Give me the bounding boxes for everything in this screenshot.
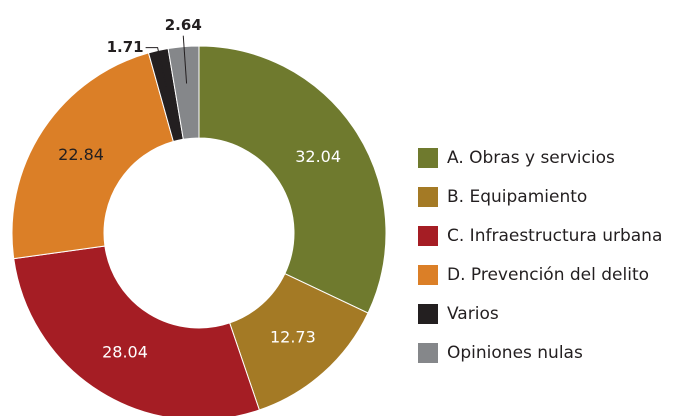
donut-slice <box>13 245 260 416</box>
legend-swatch <box>418 343 438 363</box>
legend-label: Opiniones nulas <box>447 343 583 363</box>
data-label: 12.73 <box>270 328 316 347</box>
donut-slice <box>11 52 174 260</box>
legend-swatch <box>418 304 438 324</box>
legend-swatch <box>418 265 438 285</box>
legend-swatch <box>418 148 438 168</box>
legend-label: A. Obras y servicios <box>447 148 615 168</box>
data-label: 28.04 <box>102 343 148 362</box>
donut-slice <box>198 45 387 314</box>
data-label: 2.64 <box>165 16 202 34</box>
donut-slice <box>167 45 200 140</box>
data-label: 32.04 <box>295 147 341 166</box>
data-label: 22.84 <box>58 145 104 164</box>
leader-line <box>145 47 167 87</box>
legend-label: B. Equipamiento <box>447 187 587 207</box>
data-label: 1.71 <box>107 38 144 56</box>
legend-label: Varios <box>447 304 499 324</box>
legend-swatch <box>418 226 438 246</box>
legend-label: D. Prevención del delito <box>447 265 649 285</box>
leader-line <box>182 35 188 84</box>
legend-label: C. Infraestructura urbana <box>447 226 662 246</box>
legend-swatch <box>418 187 438 207</box>
